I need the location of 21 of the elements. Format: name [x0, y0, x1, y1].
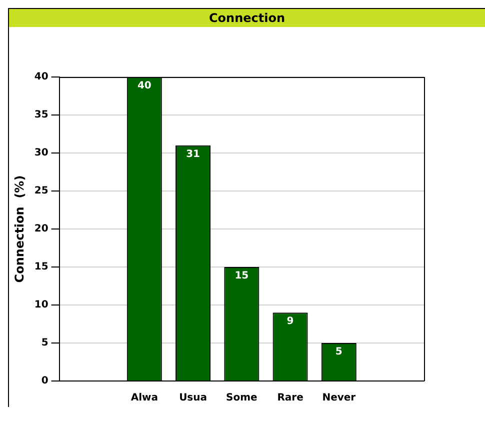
- data-label: 15: [234, 270, 249, 282]
- data-label: 9: [286, 316, 294, 328]
- y-tick-label: 20: [34, 224, 48, 235]
- chart-title: Connection: [9, 9, 485, 27]
- y-tick-label: 30: [34, 148, 48, 159]
- y-tick-label: 25: [34, 186, 48, 197]
- y-tick-label: 35: [34, 110, 48, 121]
- y-tick-label: 10: [34, 300, 48, 311]
- y-tick-label: 0: [41, 376, 48, 387]
- data-label: 40: [137, 80, 152, 92]
- x-tick-label: Some: [226, 392, 258, 404]
- x-tick-label: Alwa: [130, 392, 158, 404]
- x-tick-label: Never: [322, 392, 356, 404]
- data-label: 5: [335, 346, 342, 358]
- x-tick-label: Usua: [179, 392, 208, 404]
- y-tick-label: 40: [34, 72, 48, 83]
- data-label: 31: [186, 148, 200, 160]
- x-tick-label: Rare: [277, 392, 304, 404]
- y-tick-label: 5: [41, 338, 48, 349]
- y-tick-label: 15: [34, 262, 48, 273]
- y-axis-title: Connection (%): [12, 175, 26, 283]
